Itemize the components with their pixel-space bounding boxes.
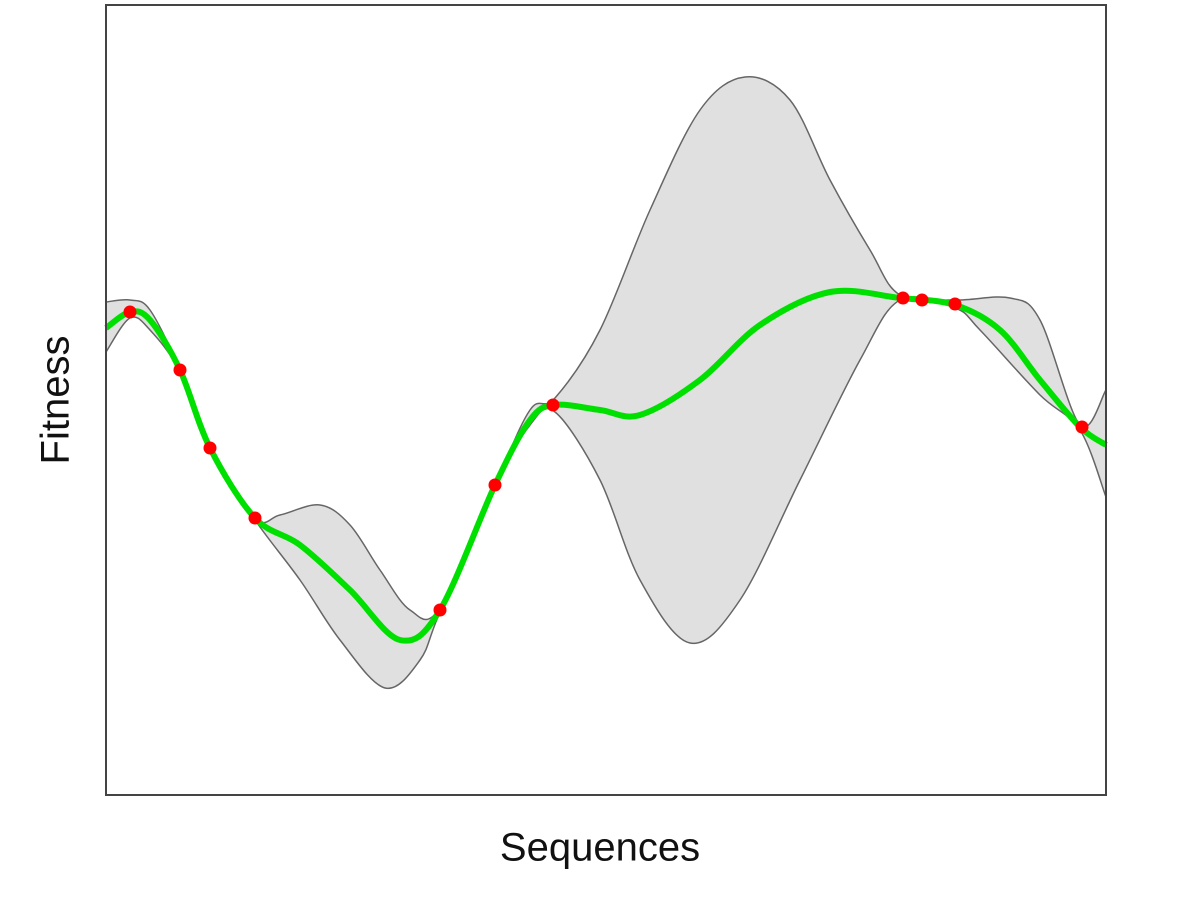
observation: [173, 363, 187, 377]
observation: [123, 305, 137, 319]
observation: [248, 511, 262, 525]
observation: [488, 478, 502, 492]
observation: [203, 441, 217, 455]
plot-frame: [105, 4, 1107, 796]
x-axis-label: Sequences: [500, 826, 700, 870]
observation: [896, 291, 910, 305]
observation: [1075, 420, 1089, 434]
confidence-band: [106, 76, 1106, 689]
y-axis-label: Fitness: [34, 336, 78, 465]
observation: [546, 398, 560, 412]
observation: [433, 603, 447, 617]
observation: [948, 297, 962, 311]
observation: [915, 293, 929, 307]
